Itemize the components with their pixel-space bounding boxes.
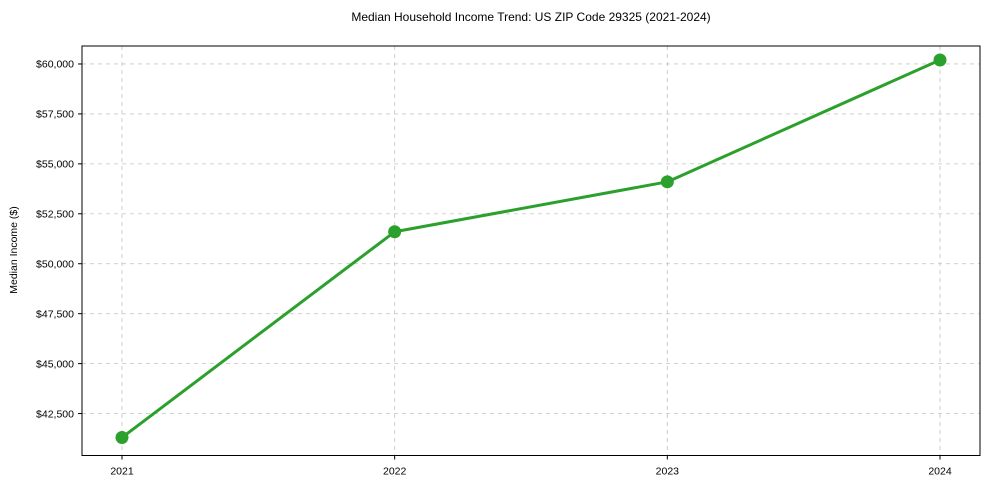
x-tick-label: 2022 — [383, 466, 407, 478]
y-tick-label: $60,000 — [36, 59, 74, 71]
y-tick-label: $47,500 — [36, 308, 74, 320]
x-tick-label: 2024 — [928, 466, 952, 478]
data-point-marker — [388, 225, 402, 239]
trend-line — [120, 58, 942, 440]
y-tick-label: $52,500 — [36, 208, 74, 220]
y-tick-label: $55,000 — [36, 159, 74, 171]
y-tick-label: $50,000 — [36, 258, 74, 270]
y-tick-label: $42,500 — [36, 408, 74, 420]
x-tick-label: 2021 — [110, 466, 134, 478]
y-tick-label: $45,000 — [36, 358, 74, 370]
chart-title: Median Household Income Trend: US ZIP Co… — [351, 10, 711, 24]
data-point-marker — [660, 175, 674, 189]
x-tick-label: 2023 — [656, 466, 680, 478]
data-point-marker — [115, 431, 129, 445]
y-tick-label: $57,500 — [36, 109, 74, 121]
data-point-marker — [933, 53, 947, 67]
plot-border — [81, 45, 981, 456]
